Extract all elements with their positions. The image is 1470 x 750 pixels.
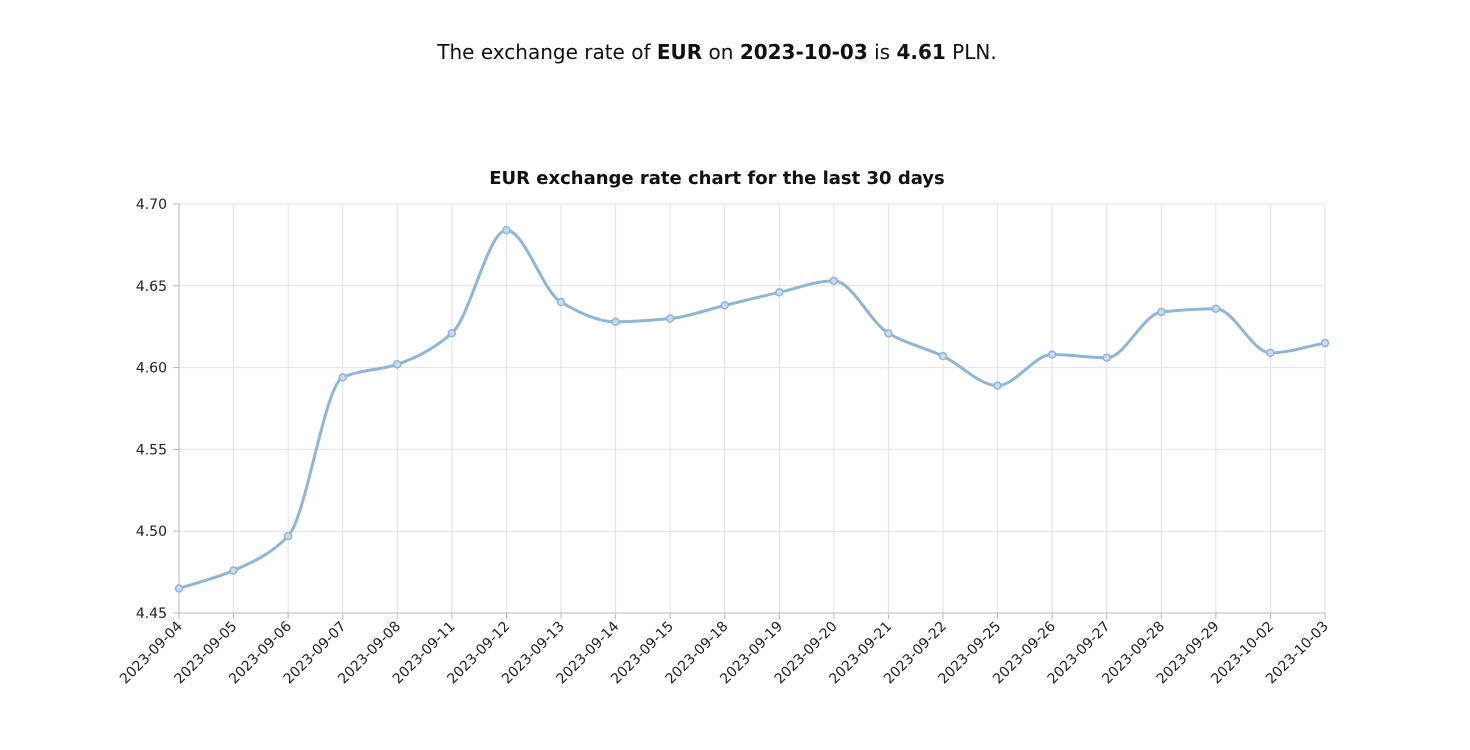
headline-rate: 4.61: [896, 40, 946, 64]
data-point[interactable]: [1157, 307, 1166, 317]
data-point[interactable]: [938, 351, 948, 361]
data-point[interactable]: [1047, 350, 1057, 359]
data-point[interactable]: [829, 276, 839, 286]
data-point[interactable]: [556, 297, 566, 307]
chart-grid: [178, 203, 1326, 614]
data-point[interactable]: [338, 373, 347, 382]
data-point[interactable]: [1102, 353, 1111, 363]
data-point[interactable]: [1320, 338, 1330, 348]
chart-series: [174, 225, 1330, 593]
data-point[interactable]: [393, 360, 402, 369]
y-tick-label: 4.55: [136, 442, 167, 458]
data-point[interactable]: [283, 531, 293, 541]
headline-unit: PLN.: [952, 40, 997, 64]
data-point[interactable]: [1211, 304, 1221, 313]
data-point[interactable]: [611, 317, 620, 327]
exchange-rate-headline: The exchange rate of EUR on 2023-10-03 i…: [0, 40, 1434, 64]
data-point[interactable]: [665, 314, 675, 323]
data-point[interactable]: [720, 301, 729, 310]
data-point[interactable]: [884, 328, 893, 338]
headline-on-word: on: [708, 40, 734, 64]
exchange-rate-chart: EUR exchange rate chart for the last 30 …: [117, 168, 1332, 687]
y-tick-label: 4.50: [136, 524, 167, 540]
data-point[interactable]: [1266, 348, 1275, 358]
y-tick-label: 4.45: [136, 606, 167, 622]
chart-title: EUR exchange rate chart for the last 30 …: [489, 168, 945, 189]
data-point[interactable]: [775, 288, 784, 297]
data-point[interactable]: [993, 381, 1002, 390]
chart-axes: [173, 203, 1326, 619]
data-point[interactable]: [174, 584, 184, 593]
y-tick-label: 4.65: [136, 279, 167, 295]
headline-currency: EUR: [656, 40, 703, 64]
headline-date: 2023-10-03: [739, 40, 868, 64]
data-point[interactable]: [447, 328, 457, 338]
series-line: [177, 228, 1327, 590]
y-tick-label: 4.70: [136, 197, 167, 213]
headline-is-word: is: [874, 40, 891, 64]
data-point[interactable]: [502, 225, 511, 235]
headline-prefix: The exchange rate of: [437, 40, 651, 64]
y-tick-label: 4.60: [136, 361, 167, 377]
data-point[interactable]: [229, 566, 238, 575]
